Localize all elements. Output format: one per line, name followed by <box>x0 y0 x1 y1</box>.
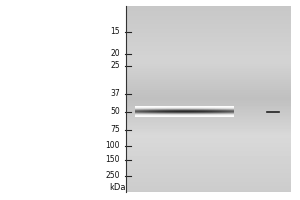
Text: 75: 75 <box>110 126 120 134</box>
Text: 50: 50 <box>110 108 120 116</box>
Text: 100: 100 <box>106 142 120 150</box>
Text: 37: 37 <box>110 90 120 98</box>
Text: kDa: kDa <box>110 184 126 192</box>
Text: 20: 20 <box>110 49 120 58</box>
Text: 250: 250 <box>106 171 120 180</box>
Text: 15: 15 <box>110 27 120 36</box>
Text: 25: 25 <box>110 62 120 71</box>
Text: 150: 150 <box>106 156 120 164</box>
